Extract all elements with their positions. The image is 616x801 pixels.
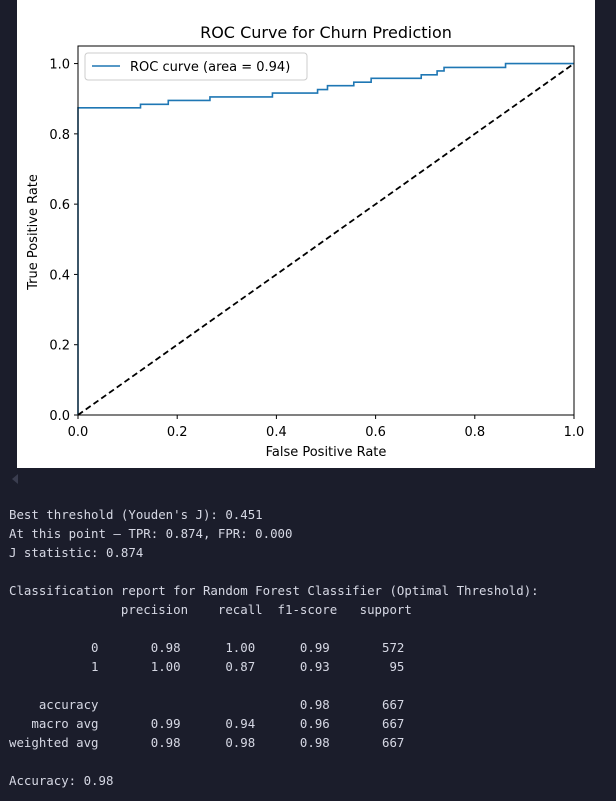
console-line <box>9 562 609 581</box>
x-tick-label: 0.2 <box>167 425 188 440</box>
console-line: accuracy 0.98 667 <box>9 697 405 712</box>
console-line: Classification report for Random Forest … <box>9 583 539 598</box>
console-line: 1 1.00 0.87 0.93 95 <box>9 659 405 674</box>
x-tick-label: 1.0 <box>564 425 585 440</box>
x-tick-label: 0.6 <box>365 425 386 440</box>
legend-box <box>84 52 308 81</box>
console-line <box>9 619 609 638</box>
console-line: At this point — TPR: 0.874, FPR: 0.000 <box>9 526 293 541</box>
console-line: precision recall f1-score support <box>9 602 412 617</box>
y-axis-label: True Positive Rate <box>26 174 41 291</box>
chance-diagonal-line <box>77 62 575 416</box>
legend-label: ROC curve (area = 0.94) <box>130 60 290 75</box>
y-tick-label: 0.4 <box>49 268 70 283</box>
x-axis-label: False Positive Rate <box>266 445 387 460</box>
chart-title: ROC Curve for Churn Prediction <box>200 23 452 42</box>
roc-curve-line <box>77 62 574 415</box>
console-line: Best threshold (Youden's J): 0.451 <box>9 507 263 522</box>
roc-chart: ROC Curve for Churn Prediction 0.0 0.2 0.4… <box>26 23 585 460</box>
y-tick-label: 1.0 <box>49 58 70 73</box>
console-line: 0 0.98 1.00 0.99 572 <box>9 640 405 655</box>
console-line: Accuracy: 0.98 <box>9 773 114 788</box>
y-tick-label: 0.8 <box>49 128 70 143</box>
y-tick-label: 0.6 <box>49 198 70 213</box>
console-line: J statistic: 0.874 <box>9 545 144 560</box>
legend: ROC curve (area = 0.94) <box>84 52 308 81</box>
console-output: Best threshold (Youden's J): 0.451 At thi… <box>9 505 609 790</box>
console-line <box>9 676 609 695</box>
console-line: macro avg 0.99 0.94 0.96 667 <box>9 716 405 731</box>
y-tick-label: 0.2 <box>49 339 70 354</box>
console-line: weighted avg 0.98 0.98 0.98 667 <box>9 735 405 750</box>
x-tick-label: 0.8 <box>464 425 485 440</box>
console-line <box>9 752 609 771</box>
y-tick-label: 0.0 <box>49 409 70 424</box>
scroll-left-arrow[interactable] <box>12 474 18 484</box>
x-tick-label: 0.4 <box>266 425 287 440</box>
plot-frame <box>77 45 575 416</box>
x-tick-label: 0.0 <box>68 425 89 440</box>
roc-plot-panel: ROC Curve for Churn Prediction 0.0 0.2 0.4… <box>17 0 595 468</box>
